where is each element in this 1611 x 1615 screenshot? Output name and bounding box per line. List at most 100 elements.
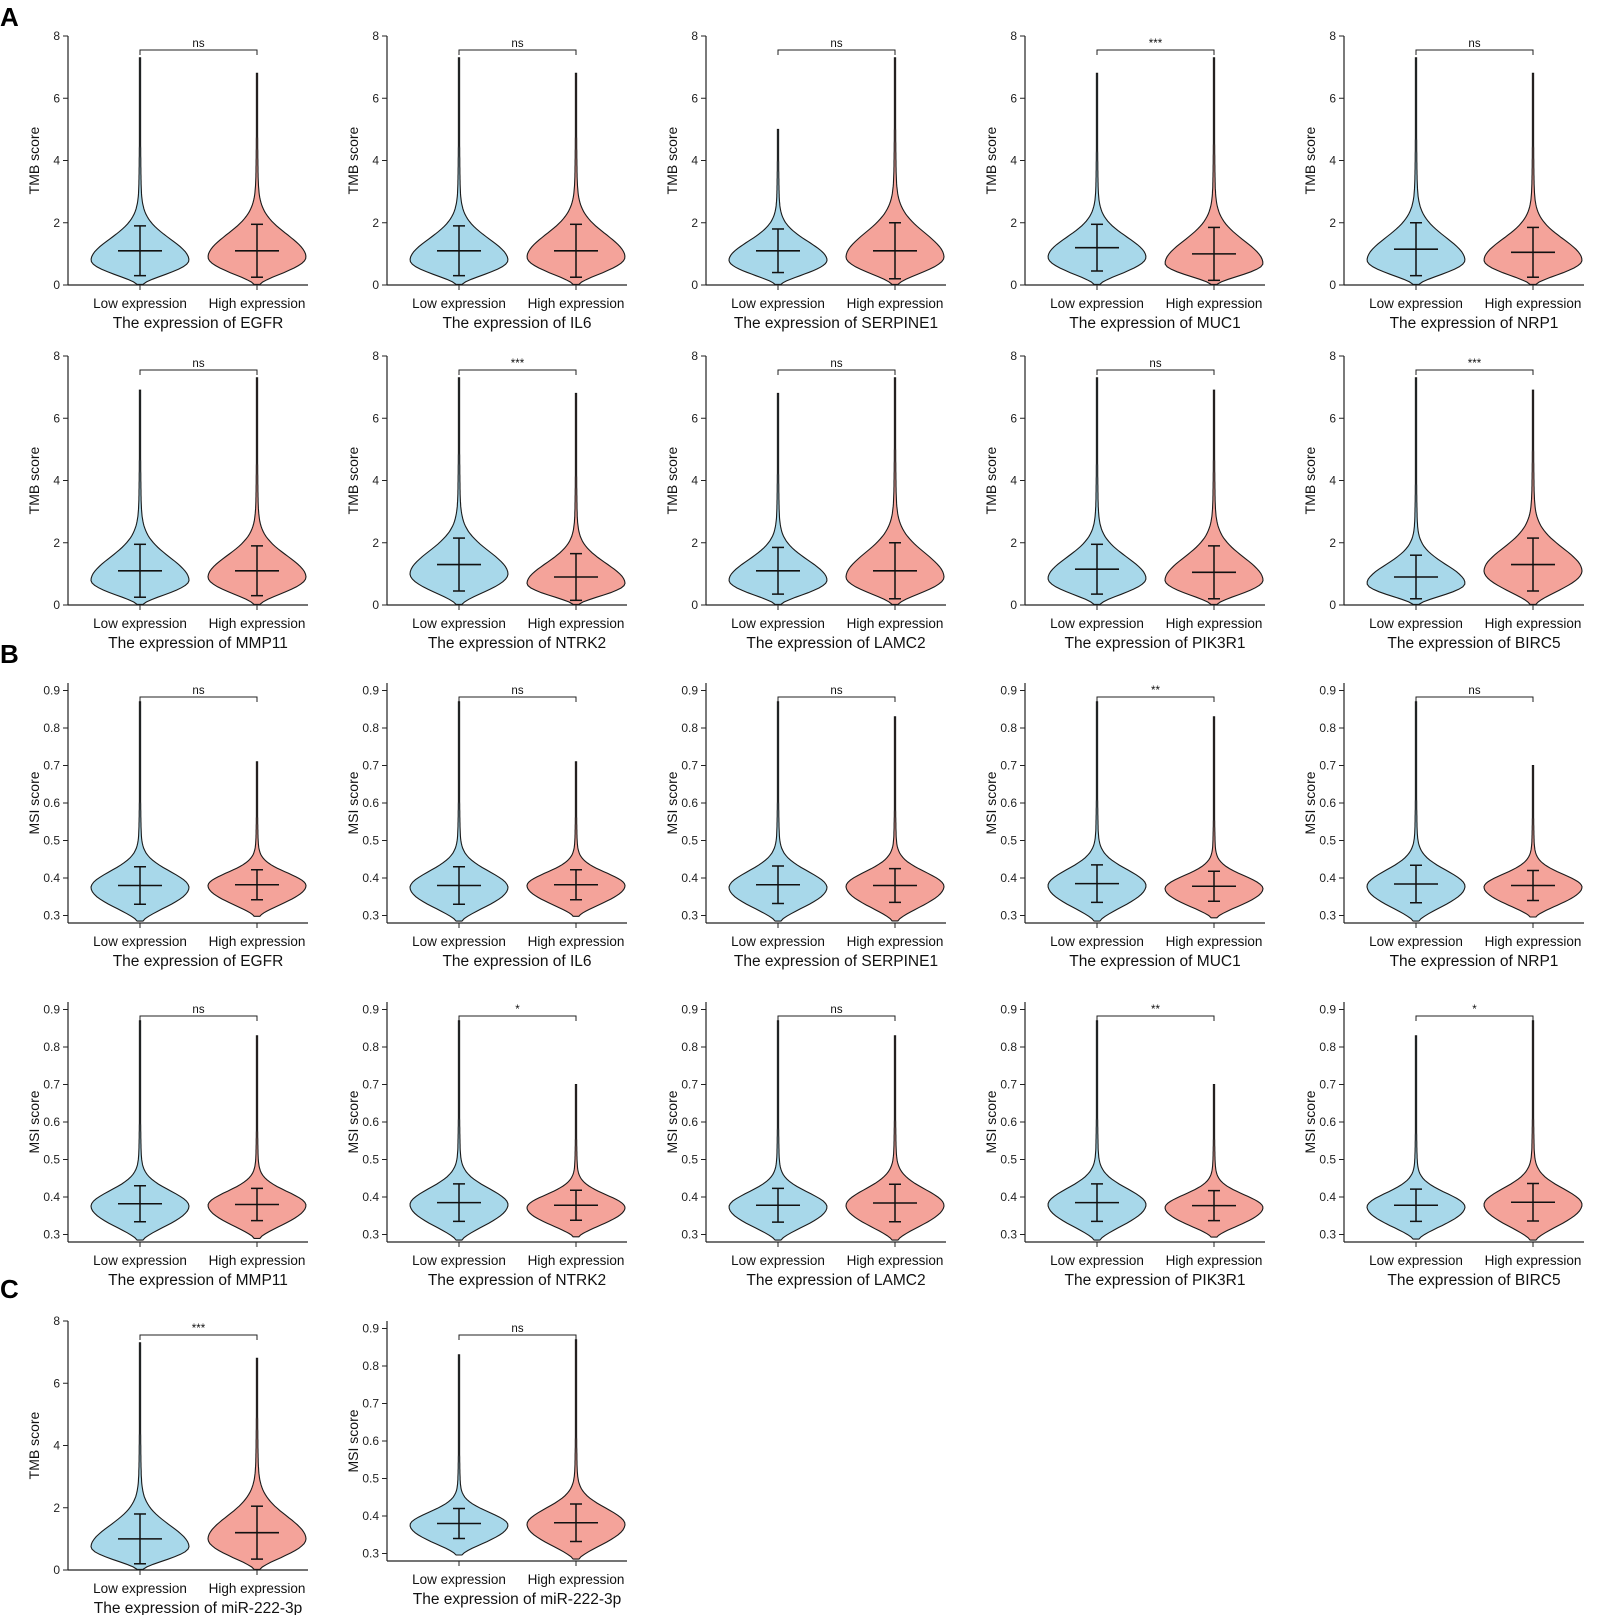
- chart-5-x-axis-label: The expression of MMP11: [108, 635, 288, 652]
- chart-8-significance-label: ns: [1149, 358, 1161, 370]
- chart-17-y-tick-label: 0.9: [681, 1003, 698, 1017]
- chart-14-y-tick-label: 0.5: [1319, 834, 1336, 848]
- chart-6-y-tick-label: 8: [372, 349, 379, 363]
- chart-18-x-category-high: High expression: [1166, 1253, 1263, 1268]
- chart-7-y-tick-label: 2: [691, 536, 698, 550]
- chart-17-x-category-high: High expression: [847, 1253, 944, 1268]
- chart-7-x-axis-label: The expression of LAMC2: [746, 635, 925, 652]
- chart-9-significance-bracket: [1415, 369, 1534, 375]
- chart-6-x-category-low: Low expression: [412, 616, 506, 631]
- chart-15-y-tick-label: 0.9: [43, 1003, 60, 1017]
- chart-0-x-axis-label: The expression of EGFR: [113, 315, 284, 332]
- chart-10-significance-bracket: [139, 696, 258, 702]
- chart-13-y-tick-label: 0.5: [1000, 834, 1017, 848]
- chart-4-x-category-high: High expression: [1485, 296, 1582, 311]
- chart-14-y-tick-label: 0.4: [1319, 871, 1336, 885]
- chart-1-x-category-low: Low expression: [412, 296, 506, 311]
- chart-3-y-tick-label: 2: [1010, 216, 1017, 230]
- chart-12-x-category-low: Low expression: [731, 934, 825, 949]
- chart-15-y-tick-label: 0.3: [43, 1228, 60, 1242]
- chart-0-significance-label: ns: [192, 38, 204, 50]
- chart-10-y-tick-label: 0.9: [43, 684, 60, 698]
- chart-7-significance-label: ns: [830, 358, 842, 370]
- chart-8-violin-high: [1164, 389, 1264, 605]
- chart-14-violin-high: [1483, 764, 1583, 918]
- chart-11-y-tick-label: 0.8: [362, 721, 379, 735]
- chart-18-x-axis-label: The expression of PIK3R1: [1065, 1272, 1246, 1289]
- chart-4-x-category-low: Low expression: [1369, 296, 1463, 311]
- chart-21-y-tick-label: 0.4: [362, 1509, 379, 1523]
- chart-19-significance-label: *: [1472, 1004, 1477, 1016]
- chart-4-violin-high: [1483, 72, 1583, 285]
- chart-15-x-axis-label: The expression of MMP11: [108, 1272, 288, 1289]
- chart-2-x-axis-label: The expression of SERPINE1: [734, 315, 938, 332]
- chart-9-x-category-high: High expression: [1485, 616, 1582, 631]
- chart-13-significance-bracket: [1096, 696, 1215, 702]
- chart-13-violin-high: [1164, 716, 1264, 919]
- chart-20-y-tick-label: 8: [53, 1314, 60, 1328]
- chart-11-violin-high: [526, 761, 626, 917]
- chart-3-significance-label: ***: [1149, 38, 1163, 50]
- chart-21-violin-high: [526, 1339, 626, 1560]
- chart-9-y-tick-label: 4: [1329, 474, 1336, 488]
- chart-9-y-tick-label: 8: [1329, 349, 1336, 363]
- chart-8-y-tick-label: 8: [1010, 349, 1017, 363]
- chart-9-violin-high: [1483, 389, 1583, 605]
- chart-15-y-axis-label: MSI score: [26, 1090, 42, 1153]
- chart-16-significance-bracket: [458, 1015, 577, 1021]
- chart-3-x-category-low: Low expression: [1050, 296, 1144, 311]
- chart-15-x-category-high: High expression: [209, 1253, 306, 1268]
- chart-5-x-category-high: High expression: [209, 616, 306, 631]
- chart-5-violin-high: [207, 377, 307, 605]
- chart-18-y-tick-label: 0.5: [1000, 1153, 1017, 1167]
- chart-9-violin-low: [1366, 377, 1466, 605]
- chart-7-y-tick-label: 4: [691, 474, 698, 488]
- chart-19-y-tick-label: 0.3: [1319, 1228, 1336, 1242]
- chart-2-y-tick-label: 8: [691, 29, 698, 43]
- chart-0-y-tick-label: 8: [53, 29, 60, 43]
- chart-13-y-tick-label: 0.7: [1000, 759, 1017, 773]
- chart-18-y-tick-label: 0.3: [1000, 1228, 1017, 1242]
- chart-6-significance-label: ***: [511, 358, 525, 370]
- chart-8-y-tick-label: 0: [1010, 598, 1017, 612]
- chart-21-y-tick-label: 0.6: [362, 1434, 379, 1448]
- chart-1-significance-label: ns: [511, 38, 523, 50]
- chart-15-y-tick-label: 0.6: [43, 1115, 60, 1129]
- chart-10-x-category-low: Low expression: [93, 934, 187, 949]
- chart-15-violin-low: [90, 1020, 190, 1241]
- chart-7-significance-bracket: [777, 369, 896, 375]
- chart-1-x-category-high: High expression: [528, 296, 625, 311]
- chart-6-y-axis-label: TMB score: [345, 446, 361, 514]
- chart-14-x-category-high: High expression: [1485, 934, 1582, 949]
- chart-4-y-tick-label: 4: [1329, 154, 1336, 168]
- chart-13-violin-low: [1047, 701, 1147, 922]
- chart-11-violin-low: [409, 701, 509, 922]
- chart-17-x-category-low: Low expression: [731, 1253, 825, 1268]
- chart-3-y-tick-label: 0: [1010, 278, 1017, 292]
- chart-14-significance-bracket: [1415, 696, 1534, 702]
- chart-2-y-tick-label: 4: [691, 154, 698, 168]
- chart-18-violin-high: [1164, 1083, 1264, 1238]
- chart-13-y-tick-label: 0.3: [1000, 909, 1017, 923]
- chart-2-y-tick-label: 2: [691, 216, 698, 230]
- chart-13-x-category-high: High expression: [1166, 934, 1263, 949]
- chart-19-y-tick-label: 0.8: [1319, 1040, 1336, 1054]
- chart-7-violin-low: [728, 392, 828, 605]
- chart-5-x-category-low: Low expression: [93, 616, 187, 631]
- chart-20-x-axis-label: The expression of miR-222-3p: [94, 1600, 303, 1615]
- chart-0-violin-high: [207, 72, 307, 285]
- chart-11-y-tick-label: 0.5: [362, 834, 379, 848]
- chart-0-y-tick-label: 2: [53, 216, 60, 230]
- chart-12-significance-bracket: [777, 696, 896, 702]
- chart-10-violin-high: [207, 761, 307, 917]
- chart-10-y-tick-label: 0.8: [43, 721, 60, 735]
- chart-10-x-axis-label: The expression of EGFR: [113, 953, 284, 970]
- chart-9-x-axis-label: The expression of BIRC5: [1387, 635, 1560, 652]
- panel-letter-A: A: [0, 2, 19, 32]
- chart-7-x-category-low: Low expression: [731, 616, 825, 631]
- chart-20-y-tick-label: 6: [53, 1376, 60, 1390]
- chart-16-y-tick-label: 0.5: [362, 1153, 379, 1167]
- chart-21-x-axis-label: The expression of miR-222-3p: [413, 1591, 622, 1608]
- chart-3-y-tick-label: 8: [1010, 29, 1017, 43]
- chart-4-y-tick-label: 6: [1329, 91, 1336, 105]
